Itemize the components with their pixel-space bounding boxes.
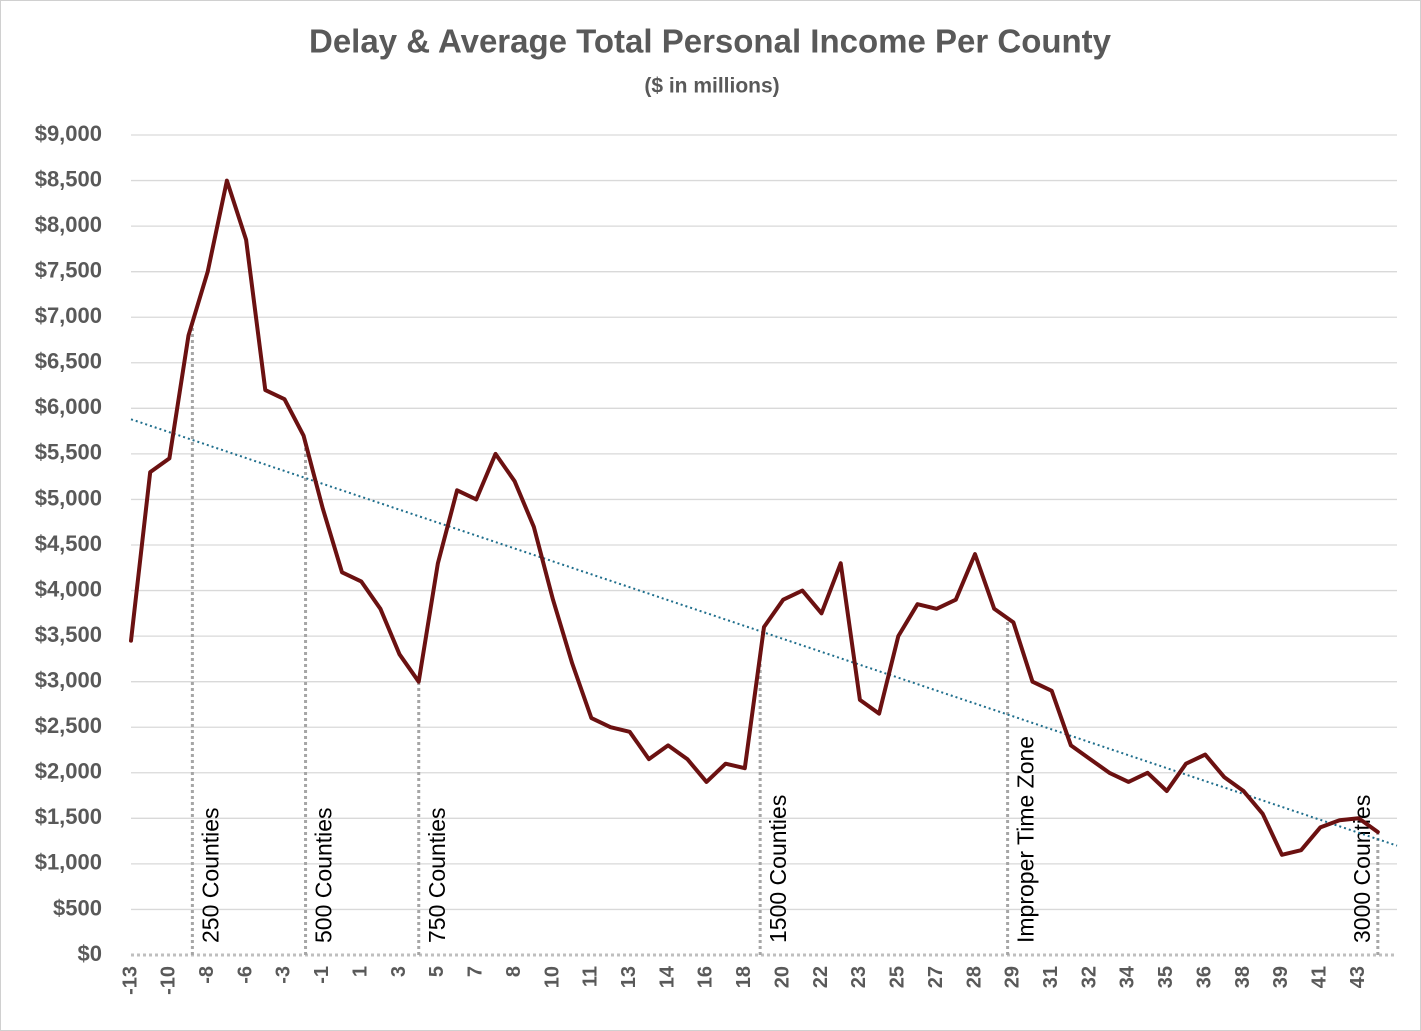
- x-tick-label: 41: [1309, 966, 1331, 988]
- y-tick-label: $1,000: [35, 850, 102, 875]
- x-tick-label: 7: [465, 966, 487, 977]
- y-tick-label: $2,000: [35, 759, 102, 784]
- x-tick-label: 3: [388, 966, 410, 977]
- x-tick-label: 20: [771, 966, 793, 988]
- chart-title: Delay & Average Total Personal Income Pe…: [309, 23, 1112, 60]
- y-tick-label: $2,500: [35, 713, 102, 738]
- x-tick-label: 25: [887, 966, 909, 988]
- x-tick-label: 35: [1155, 966, 1177, 988]
- data-line: [129, 178, 1380, 857]
- y-tick-label: $500: [53, 895, 102, 920]
- y-tick-label: $7,000: [35, 303, 102, 328]
- x-tick-label: 36: [1193, 966, 1215, 988]
- y-tick-label: $6,000: [35, 394, 102, 419]
- x-tick-label: 11: [580, 966, 602, 987]
- x-tick-label: -1: [311, 966, 333, 984]
- y-tick-label: $4,500: [35, 531, 102, 556]
- x-tick-label: 39: [1270, 966, 1292, 988]
- y-tick-label: $0: [78, 941, 102, 966]
- annotation-label: 500 Counties: [311, 807, 337, 943]
- x-tick-label: 13: [618, 966, 640, 988]
- x-tick-label: -8: [196, 966, 218, 984]
- x-tick-label: -13: [119, 966, 141, 995]
- x-tick-label: 14: [656, 965, 678, 988]
- y-tick-label: $6,500: [35, 349, 102, 374]
- annotation-label: 1500 Counties: [765, 795, 791, 943]
- x-tick-label: 16: [695, 966, 717, 988]
- x-tick-label: 31: [1040, 966, 1062, 988]
- x-tick-label: 28: [963, 966, 985, 988]
- y-tick-label: $8,500: [35, 166, 102, 191]
- x-tick-label: 8: [503, 966, 525, 977]
- annotation-label: 250 Counties: [197, 807, 223, 943]
- x-tick-label: 23: [848, 966, 870, 988]
- x-tick-label: 32: [1078, 966, 1100, 988]
- x-tick-label: 27: [925, 966, 947, 988]
- x-tick-label: 43: [1347, 966, 1369, 988]
- y-tick-label: $1,500: [35, 804, 102, 829]
- y-tick-label: $9,000: [35, 121, 102, 146]
- y-tick-label: $3,500: [35, 622, 102, 647]
- x-tick-label: -10: [158, 966, 180, 995]
- y-tick-label: $3,000: [35, 667, 102, 692]
- x-tick-label: 5: [426, 966, 448, 977]
- x-tick-label: -3: [273, 966, 295, 984]
- x-tick-label: 10: [541, 966, 563, 988]
- x-tick-label: 34: [1117, 965, 1139, 988]
- y-tick-label: $8,000: [35, 212, 102, 237]
- y-tick-label: $7,500: [35, 257, 102, 282]
- y-tick-label: $4,000: [35, 576, 102, 601]
- annotation-label: Improper Time Zone: [1013, 736, 1039, 943]
- x-tick-label: 1: [349, 966, 371, 977]
- chart-subtitle: ($ in millions): [644, 75, 779, 98]
- y-tick-label: $5,000: [35, 485, 102, 510]
- y-tick-label: $5,500: [35, 440, 102, 465]
- x-tick-label: -6: [234, 966, 256, 984]
- x-tick-label: 29: [1002, 966, 1024, 988]
- x-tick-label: 22: [810, 966, 832, 988]
- annotation-label: 750 Counties: [424, 807, 450, 943]
- x-tick-label: 38: [1232, 966, 1254, 988]
- x-tick-label: 18: [733, 966, 755, 988]
